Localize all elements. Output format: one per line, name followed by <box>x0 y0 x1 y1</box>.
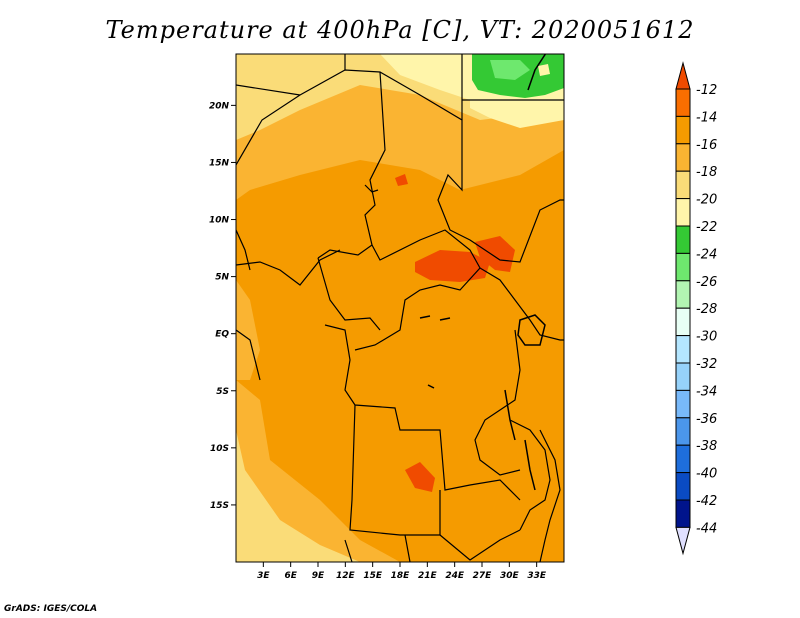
lat-tick-label: 5S <box>216 387 229 397</box>
colorbar-swatch <box>675 417 691 446</box>
colorbar-label: -26 <box>696 275 717 290</box>
colorbar-label: -40 <box>696 467 717 482</box>
colorbar-label: -36 <box>696 412 717 427</box>
lon-tick-label: 18E <box>391 571 411 581</box>
colorbar-label: -20 <box>696 193 717 208</box>
colorbar-label: -38 <box>696 439 717 454</box>
lon-tick-label: 6E <box>284 571 297 581</box>
lat-tick-label: 10N <box>209 216 230 226</box>
lon-tick-label: 15E <box>363 571 383 581</box>
colorbar-swatch <box>675 472 691 501</box>
colorbar-label: -44 <box>696 521 717 536</box>
colorbar-label: -30 <box>696 330 717 345</box>
lon-tick-label: 24E <box>445 571 465 581</box>
colorbar-label: -12 <box>696 83 717 98</box>
lat-tick-label: 20N <box>209 101 230 111</box>
footer-credit: GrADS: IGES/COLA <box>4 604 98 614</box>
country-borders <box>236 54 564 562</box>
lon-tick-label: 3E <box>257 571 270 581</box>
lon-tick-label: 27E <box>473 571 493 581</box>
lat-tick-label: 15S <box>210 501 229 511</box>
colorbar-swatch <box>675 88 691 117</box>
latitude-axis: 20N 15N 10N 5N EQ 5S 10S 15S <box>209 101 236 511</box>
colorbar-swatch <box>675 280 691 309</box>
temperature-field <box>236 54 564 562</box>
colorbar-label: -14 <box>696 110 717 125</box>
lon-tick-label: 33E <box>527 571 547 581</box>
colorbar-bottom-arrow <box>675 526 691 556</box>
colorbar-swatch <box>675 225 691 254</box>
colorbar-swatch <box>675 115 691 145</box>
colorbar-label: -18 <box>696 165 717 180</box>
lat-tick-label: 5N <box>215 273 229 283</box>
colorbar-swatch <box>675 362 691 391</box>
colorbar-label: -22 <box>696 220 717 235</box>
colorbar-swatch <box>675 252 691 282</box>
lon-tick-label: 12E <box>336 571 356 581</box>
lon-tick-label: 30E <box>500 571 520 581</box>
lat-tick-label: EQ <box>215 330 229 340</box>
colorbar-label: -16 <box>696 138 717 153</box>
colorbar-label: -42 <box>696 494 717 509</box>
colorbar-label: -32 <box>696 357 717 372</box>
colorbar-swatch <box>675 307 691 337</box>
map-title: Temperature at 400hPa [C], VT: 202005161… <box>105 16 695 44</box>
colorbar-swatch <box>675 170 691 200</box>
colorbar-label: -24 <box>696 247 717 262</box>
longitude-axis: 3E 6E 9E 12E 15E 18E 21E 24E 27E 30E 33E <box>257 562 547 581</box>
colorbar-label: -28 <box>696 302 717 317</box>
colorbar-swatch <box>675 335 691 364</box>
colorbar-label: -34 <box>696 384 717 399</box>
colorbar-swatch <box>675 143 691 172</box>
colorbar-swatch <box>675 198 691 227</box>
colorbar: -12 -14 -16 -18 -20 -22 -24 -26 -28 -30 -32 -34 -36 -… <box>675 61 717 556</box>
lakes <box>419 54 547 491</box>
lon-tick-label: 21E <box>418 571 438 581</box>
colorbar-swatch <box>675 444 691 474</box>
colorbar-top-arrow <box>675 61 691 90</box>
colorbar-swatch <box>675 389 691 419</box>
lon-tick-label: 9E <box>312 571 325 581</box>
lat-tick-label: 15N <box>209 158 230 168</box>
lat-tick-label: 10S <box>210 444 229 454</box>
colorbar-swatch <box>675 499 691 528</box>
